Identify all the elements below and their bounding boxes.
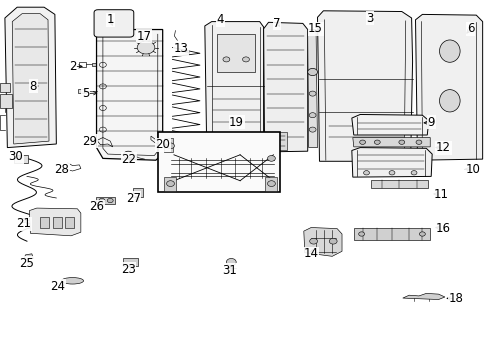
Circle shape — [416, 140, 422, 144]
Polygon shape — [5, 7, 56, 148]
Polygon shape — [353, 138, 430, 147]
Circle shape — [419, 232, 425, 236]
Circle shape — [268, 181, 275, 186]
Polygon shape — [352, 148, 432, 177]
Text: 5: 5 — [82, 87, 90, 100]
Text: 3: 3 — [366, 12, 374, 24]
Text: 19: 19 — [229, 116, 244, 129]
Circle shape — [364, 171, 369, 175]
Circle shape — [399, 140, 405, 144]
Text: 28: 28 — [54, 163, 69, 176]
Circle shape — [99, 198, 105, 203]
Text: 13: 13 — [174, 42, 189, 55]
Bar — [78, 89, 86, 93]
Text: 22: 22 — [122, 153, 136, 166]
Circle shape — [308, 68, 318, 76]
Text: 18: 18 — [448, 292, 463, 305]
Bar — [92, 63, 96, 66]
Circle shape — [309, 91, 316, 96]
Text: 27: 27 — [126, 192, 141, 204]
Text: 8: 8 — [29, 80, 37, 93]
Bar — [79, 62, 86, 67]
Bar — [14, 155, 28, 163]
Text: 2: 2 — [69, 60, 76, 73]
Circle shape — [167, 181, 174, 186]
Circle shape — [226, 258, 236, 266]
Bar — [53, 217, 62, 228]
Text: 16: 16 — [436, 222, 451, 235]
Circle shape — [137, 41, 155, 54]
Text: 25: 25 — [20, 257, 34, 270]
Text: 4: 4 — [217, 13, 224, 26]
FancyBboxPatch shape — [94, 10, 134, 37]
Polygon shape — [403, 293, 445, 300]
Circle shape — [268, 156, 275, 161]
Bar — [265, 177, 277, 191]
Polygon shape — [352, 114, 429, 135]
Text: 11: 11 — [434, 188, 448, 201]
Polygon shape — [264, 22, 308, 152]
Bar — [122, 258, 138, 266]
Polygon shape — [97, 30, 163, 160]
Text: 30: 30 — [8, 150, 23, 163]
Bar — [20, 218, 25, 222]
Circle shape — [223, 57, 230, 62]
Polygon shape — [205, 22, 264, 152]
Text: 9: 9 — [427, 116, 435, 129]
Bar — [0, 83, 10, 92]
Bar — [354, 228, 430, 240]
Text: 6: 6 — [466, 22, 474, 35]
Ellipse shape — [440, 90, 460, 112]
Ellipse shape — [62, 278, 83, 284]
Text: 1: 1 — [106, 13, 114, 26]
Circle shape — [123, 151, 133, 158]
Polygon shape — [304, 228, 342, 256]
Bar — [217, 34, 255, 72]
Text: 10: 10 — [466, 163, 480, 176]
Text: 31: 31 — [222, 264, 237, 276]
Polygon shape — [24, 254, 33, 260]
Polygon shape — [29, 208, 81, 236]
Polygon shape — [318, 11, 413, 161]
Circle shape — [389, 171, 395, 175]
Bar — [269, 132, 287, 150]
Text: 15: 15 — [308, 22, 323, 35]
Bar — [164, 177, 176, 191]
Bar — [96, 197, 115, 204]
Circle shape — [309, 127, 316, 132]
Bar — [371, 180, 428, 188]
Bar — [158, 132, 280, 192]
Text: 14: 14 — [304, 247, 318, 260]
Circle shape — [359, 232, 365, 236]
Circle shape — [360, 140, 366, 144]
Text: 17: 17 — [137, 30, 151, 42]
Circle shape — [243, 57, 249, 62]
Text: 20: 20 — [155, 138, 170, 151]
Bar — [0, 94, 12, 108]
Text: 29: 29 — [82, 135, 97, 148]
Circle shape — [167, 143, 174, 149]
Circle shape — [107, 198, 113, 203]
Circle shape — [329, 238, 337, 244]
Text: 12: 12 — [436, 141, 451, 154]
Polygon shape — [12, 14, 49, 144]
Circle shape — [309, 113, 316, 118]
Text: 7: 7 — [273, 17, 281, 30]
Circle shape — [374, 140, 380, 144]
Text: 21: 21 — [16, 217, 31, 230]
Ellipse shape — [440, 40, 460, 62]
Bar — [133, 188, 143, 197]
Polygon shape — [308, 30, 318, 148]
Text: 24: 24 — [50, 280, 65, 293]
Bar — [40, 217, 49, 228]
Bar — [164, 138, 173, 152]
Text: 26: 26 — [90, 200, 104, 213]
Circle shape — [411, 171, 417, 175]
Circle shape — [310, 238, 318, 244]
Text: 23: 23 — [121, 263, 136, 276]
Polygon shape — [416, 14, 483, 160]
Bar — [65, 217, 74, 228]
